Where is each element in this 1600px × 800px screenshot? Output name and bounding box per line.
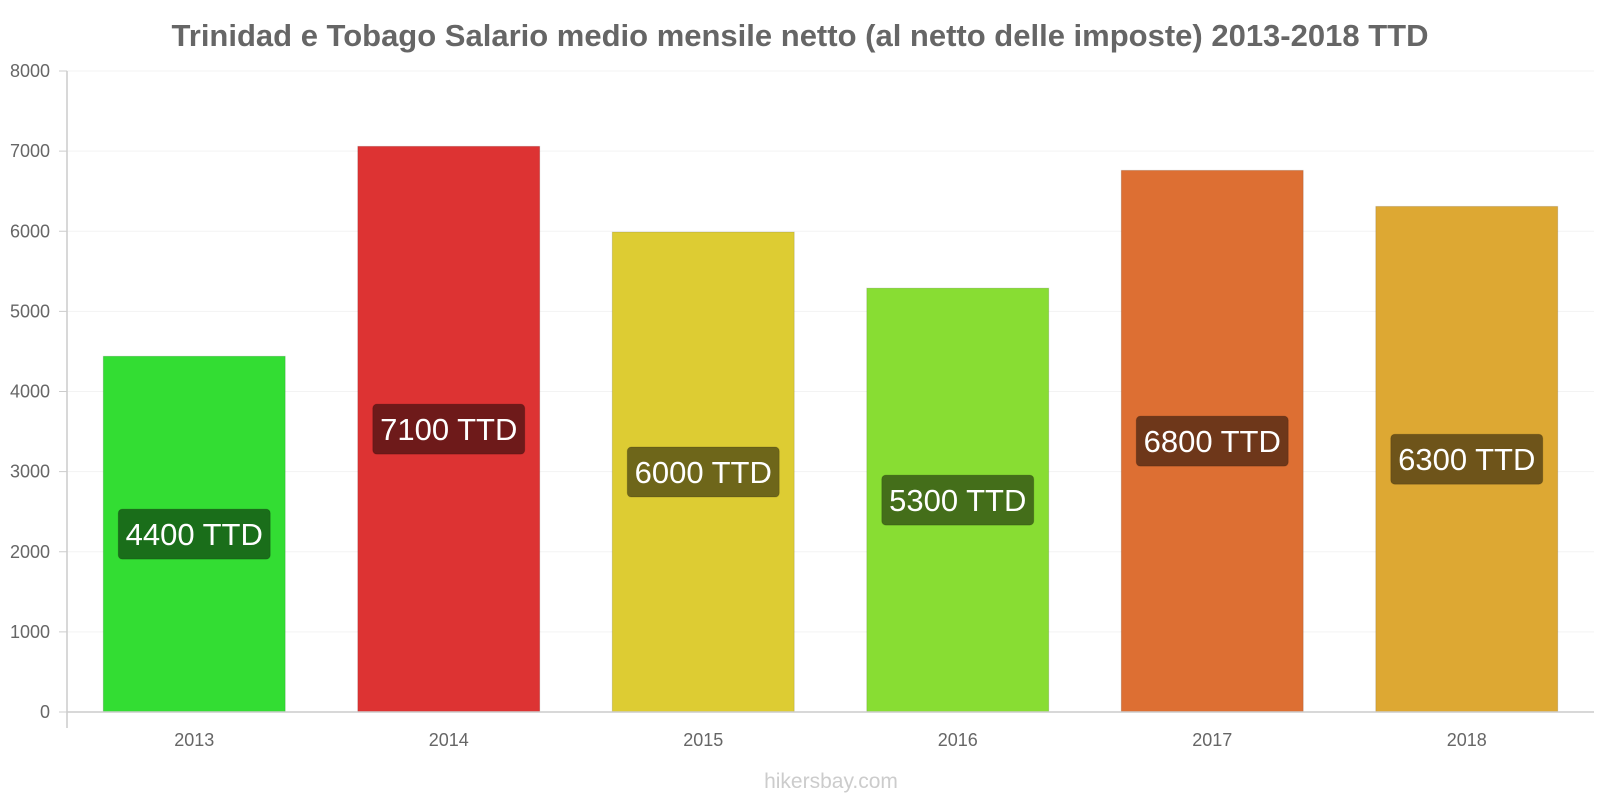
y-tick-label: 2000 bbox=[10, 542, 50, 562]
y-tick-label: 4000 bbox=[10, 382, 50, 402]
x-tick-label: 2016 bbox=[938, 730, 978, 750]
y-tick-label: 8000 bbox=[10, 61, 50, 81]
x-tick-label: 2015 bbox=[683, 730, 723, 750]
data-label: 6800 TTD bbox=[1144, 424, 1281, 459]
grid-lines bbox=[67, 70, 1594, 633]
data-label-badge bbox=[1135, 415, 1289, 467]
y-tick-label: 6000 bbox=[10, 221, 50, 241]
data-label: 4400 TTD bbox=[126, 517, 263, 552]
data-label: 6300 TTD bbox=[1398, 442, 1535, 477]
chart-title: Trinidad e Tobago Salario medio mensile … bbox=[172, 18, 1429, 53]
x-tick-label: 2014 bbox=[429, 730, 469, 750]
watermark: hikersbay.com bbox=[764, 770, 898, 793]
y-tick-label: 1000 bbox=[10, 622, 50, 642]
data-label: 6000 TTD bbox=[635, 455, 772, 490]
x-tick-label: 2018 bbox=[1447, 730, 1487, 750]
data-labels: 4400 TTD 7100 TTD 6000 TTD 5300 TTD 6800 TTD… bbox=[117, 403, 1544, 560]
x-tick-label: 2017 bbox=[1192, 730, 1232, 750]
y-tick-label: 3000 bbox=[10, 462, 50, 482]
axes: 0 1000 2000 3000 4000 5000 6000 7000 8000 2013 201… bbox=[10, 61, 1594, 750]
data-label-badge bbox=[626, 446, 780, 498]
data-label-badge bbox=[117, 508, 271, 560]
y-tick-label: 5000 bbox=[10, 301, 50, 321]
data-label: 5300 TTD bbox=[889, 483, 1026, 518]
data-label-badge bbox=[1390, 433, 1544, 485]
data-label-badge bbox=[881, 474, 1035, 526]
y-tick-label: 0 bbox=[40, 702, 50, 722]
data-label: 7100 TTD bbox=[380, 412, 517, 447]
data-label-badge bbox=[372, 403, 526, 455]
x-tick-label: 2013 bbox=[174, 730, 214, 750]
y-tick-label: 7000 bbox=[10, 141, 50, 161]
